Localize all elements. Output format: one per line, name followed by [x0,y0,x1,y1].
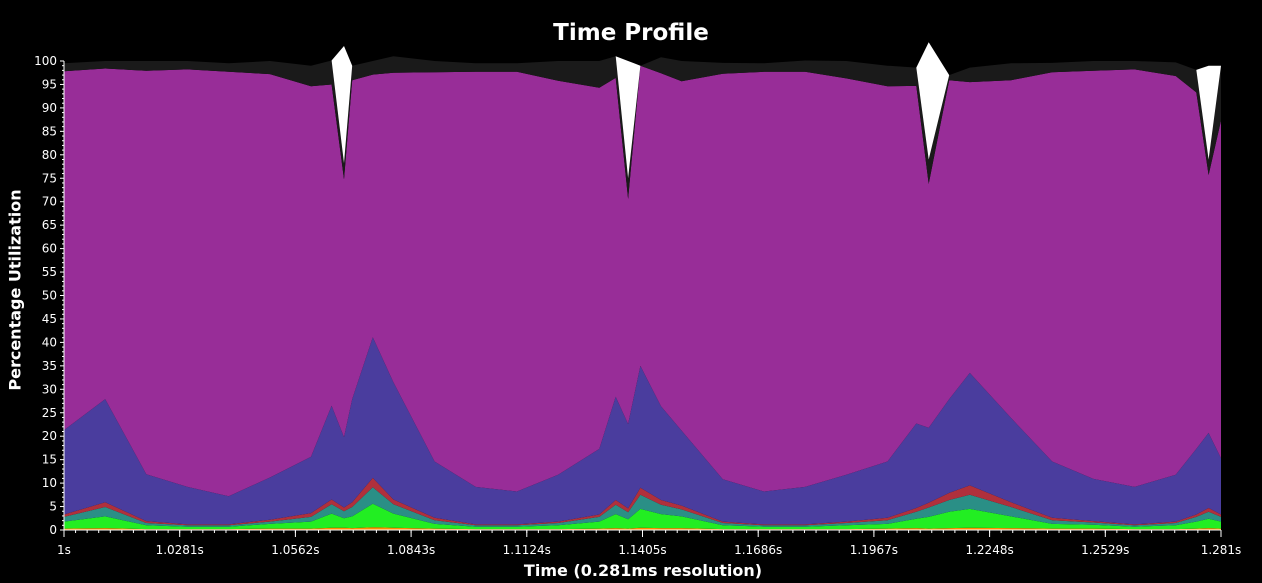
y-tick-label: 0 [49,523,57,537]
y-tick-label: 75 [42,171,57,185]
y-tick-label: 100 [34,54,57,68]
series-area-0 [64,527,1221,530]
y-tick-label: 40 [42,335,57,349]
x-tick-label: 1s [57,543,71,557]
plot-area [64,42,1221,530]
y-tick-label: 60 [42,242,57,256]
axes: 0 5 10 15 20 25 30 35 40 45 50 55 60 65 70 75 80 85 90 95 10… [34,54,1241,557]
x-tick-label: 1.1124s [503,543,551,557]
chart-title: Time Profile [553,20,709,46]
x-tick-label: 1.281s [1201,543,1242,557]
y-tick-label: 80 [42,148,57,162]
y-tick-label: 25 [42,406,57,420]
series-area-1 [64,503,1221,530]
y-tick-label: 35 [42,359,57,373]
x-tick-label: 1.1405s [618,543,666,557]
x-axis-label: Time (0.281ms resolution) [523,561,763,580]
y-tick-label: 85 [42,124,57,138]
y-tick-label: 65 [42,218,57,232]
series-area-4 [64,337,1221,525]
series-area-7 [64,42,1221,179]
y-tick-label: 50 [42,289,57,303]
x-tick-label: 1.2248s [965,543,1013,557]
x-tick-label: 1.0281s [156,543,204,557]
series-area-6 [64,56,1221,199]
y-tick-label: 95 [42,77,57,91]
y-tick-label: 55 [42,265,57,279]
y-tick-label: 90 [42,101,57,115]
x-tick-label: 1.0843s [387,543,435,557]
y-tick-label: 70 [42,195,57,209]
y-tick-label: 30 [42,382,57,396]
y-tick-label: 20 [42,429,57,443]
y-tick-label: 15 [42,453,57,467]
x-tick-label: 1.2529s [1081,543,1129,557]
x-tick-label: 1.1686s [734,543,782,557]
y-tick-label: 45 [42,312,57,326]
x-tick-label: 1.0562s [271,543,319,557]
series-area-2 [64,487,1221,527]
series-area-5 [64,65,1221,497]
x-tick-label: 1.1967s [850,543,898,557]
y-tick-label: 5 [49,500,57,514]
y-tick-label: 10 [42,476,57,490]
